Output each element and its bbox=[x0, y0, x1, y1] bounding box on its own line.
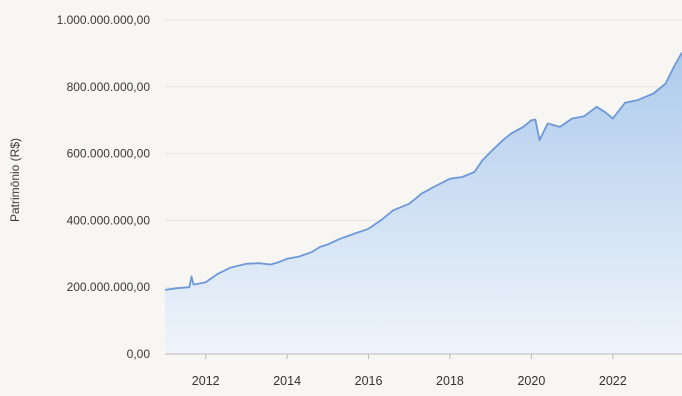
x-tick-label: 2012 bbox=[192, 374, 220, 388]
y-axis-label: Patrimônio (R$) bbox=[8, 138, 22, 222]
area-layer bbox=[164, 51, 682, 355]
label-layer: Patrimônio (R$) bbox=[8, 138, 22, 222]
y-tick-label: 600.000.000,00 bbox=[67, 147, 151, 161]
series-area bbox=[165, 52, 682, 355]
series-line bbox=[164, 51, 682, 291]
axis-layer: 0,00 200.000.000,00 400.000.000,00 600.000.… bbox=[57, 13, 682, 388]
x-tick-label: 2020 bbox=[517, 374, 545, 388]
y-tick-label: 400.000.000,00 bbox=[67, 213, 151, 227]
x-tick-label: 2022 bbox=[599, 374, 627, 388]
y-tick-label: 0,00 bbox=[127, 347, 151, 361]
x-tick-label: 2018 bbox=[436, 374, 464, 388]
y-tick-label: 800.000.000,00 bbox=[67, 80, 151, 94]
y-tick-label: 1.000.000.000,00 bbox=[57, 13, 151, 27]
y-tick-label: 200.000.000,00 bbox=[67, 280, 151, 294]
x-tick-label: 2014 bbox=[273, 374, 301, 388]
x-tick-label: 2016 bbox=[355, 374, 383, 388]
